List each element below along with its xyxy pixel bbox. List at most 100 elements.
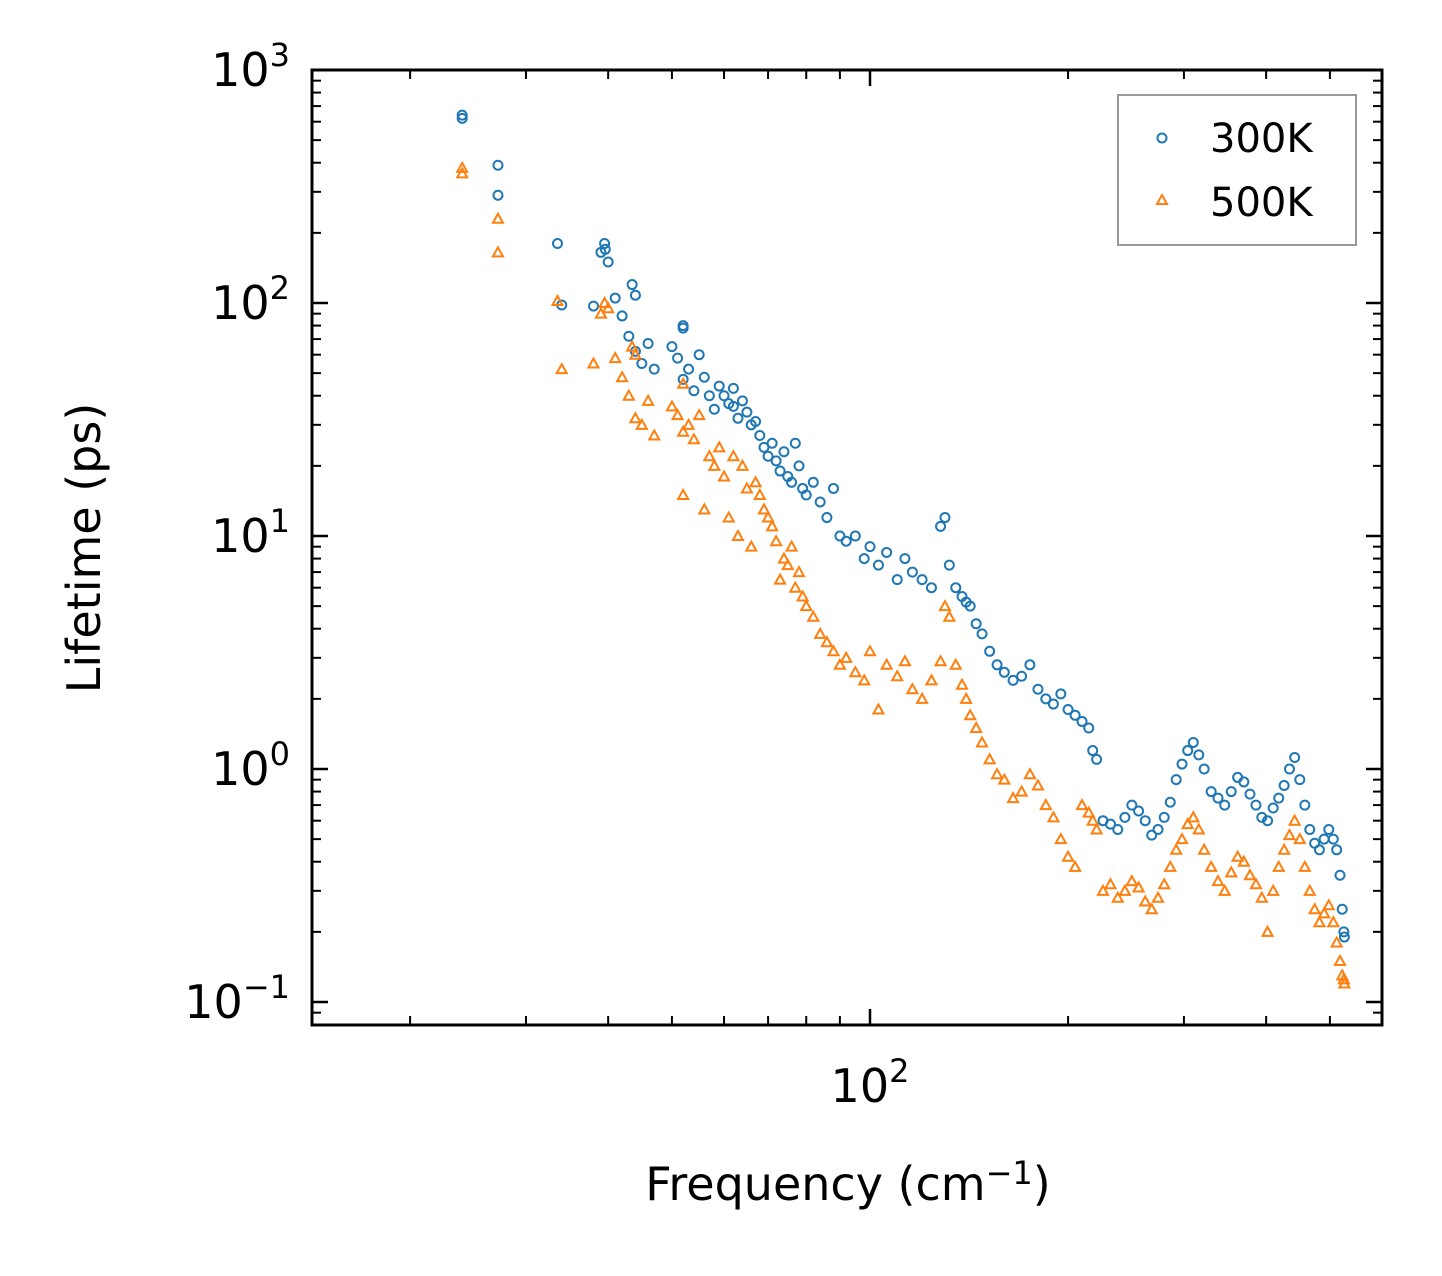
point-300K [881, 546, 893, 558]
point-300K [1334, 869, 1346, 881]
point-300K [899, 553, 911, 565]
point-500K [1014, 784, 1029, 797]
point-500K [665, 399, 679, 412]
point-300K [943, 559, 955, 571]
point-300K [1244, 788, 1256, 800]
series-500K [455, 160, 1352, 989]
point-500K [455, 160, 469, 173]
y-axis-label: Lifetime (ps) [57, 403, 111, 694]
point-300K [727, 400, 739, 412]
point-300K [758, 441, 770, 453]
point-300K [1119, 811, 1131, 823]
point-300K [732, 412, 744, 424]
point-300K [1294, 774, 1306, 786]
point-300K [492, 189, 504, 201]
point-300K [891, 574, 903, 586]
point-300K [551, 238, 563, 250]
point-300K [456, 112, 468, 124]
y-tick-label: 103 [211, 36, 290, 97]
point-300K [950, 582, 962, 594]
point-500K [608, 351, 622, 364]
point-500K [848, 665, 863, 678]
legend-box [1117, 94, 1357, 246]
point-300K [693, 349, 705, 361]
point-300K [750, 416, 762, 428]
point-500K [1039, 798, 1053, 811]
point-500K [1224, 865, 1238, 878]
point-300K [1087, 745, 1099, 757]
point-300K [1336, 903, 1348, 915]
point-300K [1256, 811, 1268, 823]
point-300K [1040, 693, 1052, 705]
point-300K [770, 455, 782, 467]
point-300K [708, 403, 720, 415]
point-300K [1091, 753, 1103, 765]
point-500K [731, 528, 745, 541]
point-300K [609, 292, 621, 304]
point-500K [1243, 868, 1257, 881]
point-500K [1260, 924, 1275, 937]
point-500K [676, 424, 690, 437]
legend-marker-500K [1155, 192, 1169, 205]
point-300K [976, 628, 988, 640]
y-tick-label: 100 [211, 735, 290, 796]
point-300K [1024, 659, 1036, 671]
point-500K [647, 428, 661, 441]
point-500K [1103, 877, 1118, 890]
point-500K [963, 708, 977, 721]
point-300K [1338, 926, 1350, 938]
point-300K [1047, 698, 1059, 710]
point-500K [1075, 798, 1089, 811]
point-300K [677, 373, 689, 385]
tick-labels: 103 102 101 100 10−1 102 [184, 36, 909, 1113]
point-500K [1298, 859, 1312, 872]
point-500K [933, 654, 948, 667]
point-300K [984, 645, 996, 657]
point-300K [741, 406, 753, 418]
point-300K [1299, 799, 1311, 811]
point-500K [915, 691, 929, 704]
point-500K [744, 539, 758, 552]
point-500K [1326, 915, 1341, 928]
point-500K [687, 432, 701, 445]
point-500K [1082, 805, 1096, 818]
point-500K [924, 673, 939, 686]
point-300K [840, 535, 852, 547]
point-500K [628, 411, 643, 424]
point-500K [555, 362, 569, 375]
point-500K [1287, 813, 1302, 826]
point-300K [807, 476, 819, 488]
point-500K [641, 393, 655, 406]
point-300K [456, 109, 468, 121]
point-500K [1237, 854, 1251, 867]
point-500K [1312, 915, 1327, 928]
point-500K [622, 388, 636, 401]
point-500K [1046, 810, 1061, 823]
point-500K [1068, 859, 1082, 872]
point-300K [602, 256, 614, 268]
point-300K [1193, 749, 1205, 761]
point-500K [799, 599, 813, 612]
point-500K [1157, 877, 1171, 890]
point-300K [964, 600, 976, 612]
point-300K [1283, 763, 1295, 775]
point-500K [959, 691, 973, 704]
point-500K [871, 702, 886, 715]
point-300K [872, 559, 884, 571]
y-tick-label: 102 [211, 269, 290, 330]
point-500K [757, 502, 771, 515]
point-500K [1255, 890, 1269, 903]
point-300K [858, 553, 870, 565]
point-500K [997, 772, 1012, 785]
legend: 300K 500K [1117, 94, 1357, 246]
point-500K [753, 487, 767, 500]
point-300K [683, 363, 695, 375]
point-300K [1007, 674, 1019, 686]
point-300K [1238, 776, 1250, 788]
point-300K [1112, 823, 1124, 835]
point-300K [998, 666, 1010, 678]
point-500K [455, 166, 469, 179]
point-500K [1197, 842, 1211, 855]
point-300K [1182, 745, 1194, 757]
point-300K [864, 541, 876, 553]
